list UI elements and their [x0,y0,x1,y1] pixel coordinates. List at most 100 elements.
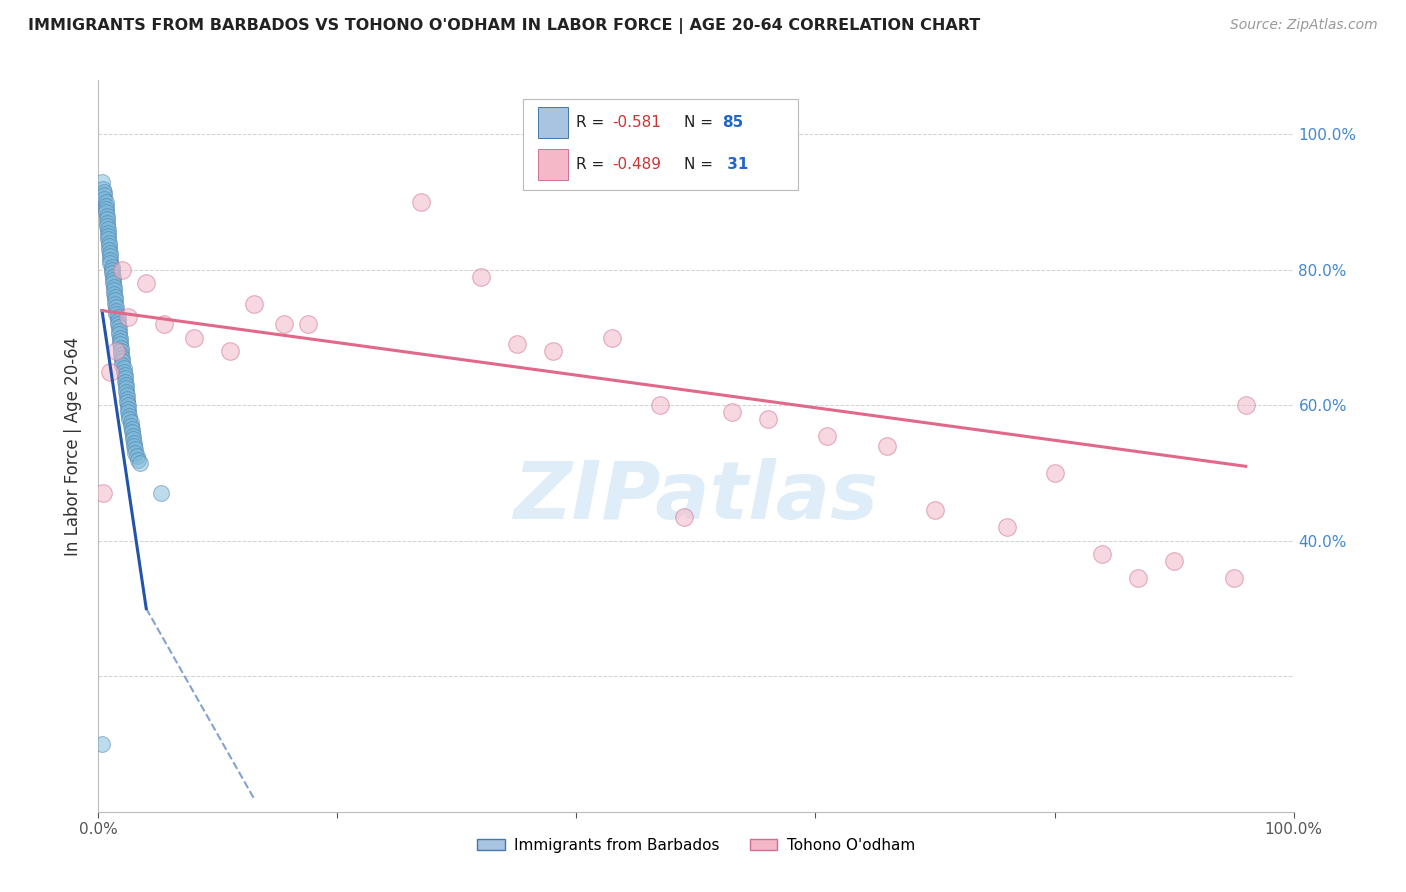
Point [107,324,129,338]
Point [100,266,122,280]
Point [115,392,138,406]
Point [115,388,138,402]
Point [1043,466,1066,480]
Point [114,375,136,389]
FancyBboxPatch shape [538,107,568,138]
Point [97,229,120,244]
Point [110,344,132,359]
Point [91,175,114,189]
Point [98,364,122,378]
Point [108,334,131,348]
Point [1091,547,1114,561]
Point [124,446,146,460]
Point [91,181,114,195]
Point [105,300,128,314]
Point [96,212,118,227]
Point [96,219,118,233]
Point [98,249,122,263]
Point [97,232,120,246]
Point [122,429,145,443]
Point [149,486,172,500]
Point [97,222,120,236]
Point [111,351,134,365]
Point [96,209,118,223]
Text: N =: N = [685,115,718,130]
Point [101,273,124,287]
Point [1223,571,1246,585]
Text: R =: R = [576,115,610,130]
Point [118,409,141,423]
Point [111,358,134,372]
Text: 85: 85 [723,115,744,130]
Point [104,290,127,304]
Point [96,215,118,229]
Point [103,283,125,297]
Point [115,395,138,409]
Point [673,510,696,524]
Point [541,344,564,359]
Point [117,401,139,416]
Point [108,337,131,351]
Point [121,425,143,440]
Point [101,269,124,284]
Point [602,331,624,345]
Legend: Immigrants from Barbados, Tohono O'odham: Immigrants from Barbados, Tohono O'odham [471,831,921,859]
Point [93,188,115,202]
Point [91,486,114,500]
Point [110,347,132,362]
Point [103,280,125,294]
Point [297,317,319,331]
Point [1163,554,1185,568]
Text: Source: ZipAtlas.com: Source: ZipAtlas.com [1230,18,1378,32]
Point [94,205,117,219]
Point [995,520,1018,534]
Point [101,277,124,291]
Text: -0.489: -0.489 [613,157,661,172]
Point [115,378,138,392]
Point [108,331,131,345]
Point [93,185,115,199]
Y-axis label: In Labor Force | Age 20-64: In Labor Force | Age 20-64 [65,336,83,556]
FancyBboxPatch shape [523,99,797,190]
Point [105,344,128,359]
Point [94,198,117,212]
Point [127,452,149,467]
Point [94,202,117,216]
Point [107,310,129,325]
Point [115,384,138,399]
Text: R =: R = [576,157,610,172]
Point [107,327,129,342]
Point [219,344,242,359]
Point [756,412,779,426]
Point [111,263,134,277]
Point [98,243,121,257]
Point [506,337,529,351]
Point [110,341,132,355]
Point [107,320,129,334]
Point [121,422,143,436]
Point [648,398,672,412]
Point [876,439,898,453]
Point [117,310,139,325]
Point [98,246,122,260]
Point [91,737,114,751]
FancyBboxPatch shape [538,149,568,180]
Text: IMMIGRANTS FROM BARBADOS VS TOHONO O'ODHAM IN LABOR FORCE | AGE 20-64 CORRELATIO: IMMIGRANTS FROM BARBADOS VS TOHONO O'ODH… [28,18,980,34]
Point [115,381,138,395]
Point [111,354,134,368]
Point [1128,571,1150,585]
Point [104,293,127,308]
Point [93,192,115,206]
Point [470,269,492,284]
Point [273,317,295,331]
Point [105,303,128,318]
Text: -0.581: -0.581 [613,115,661,130]
Point [112,361,135,376]
Point [124,439,146,453]
Point [122,432,145,446]
Point [100,260,122,274]
Point [924,503,946,517]
Point [114,371,136,385]
Point [105,307,128,321]
Text: 31: 31 [723,157,748,172]
